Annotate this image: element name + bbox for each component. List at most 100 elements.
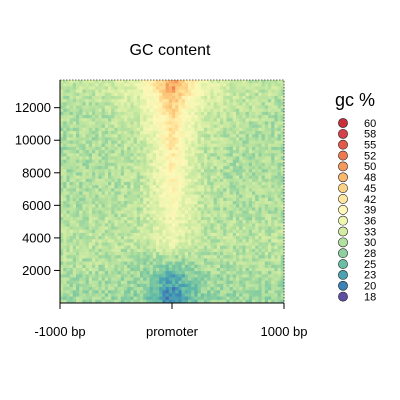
heatmap-cell <box>264 134 269 138</box>
heatmap-cell <box>108 137 112 141</box>
heatmap-cell <box>124 124 128 129</box>
heatmap-cell <box>255 258 259 262</box>
heatmap-cell <box>117 156 122 160</box>
heatmap-cell <box>120 229 125 234</box>
heatmap-cell <box>117 299 122 304</box>
heatmap-cell <box>66 80 70 84</box>
heatmap-cell <box>178 146 182 151</box>
heatmap-cell <box>252 261 256 266</box>
heatmap-cell <box>242 204 246 208</box>
heatmap-cell <box>236 99 240 103</box>
heatmap-cell <box>101 130 106 135</box>
heatmap-cell <box>85 130 90 135</box>
heatmap-cell <box>60 248 64 253</box>
heatmap-cell <box>274 236 278 240</box>
heatmap-cell <box>117 210 122 215</box>
heatmap-cell <box>130 159 134 164</box>
heatmap-cell <box>188 143 192 148</box>
heatmap-cell <box>72 267 77 272</box>
heatmap-cell <box>200 293 205 297</box>
heatmap-cell <box>133 105 138 110</box>
heatmap-cell <box>232 169 237 173</box>
heatmap-cell <box>197 86 202 90</box>
heatmap-cell <box>114 274 118 278</box>
heatmap-cell <box>200 245 205 250</box>
heatmap-cell <box>60 156 64 160</box>
heatmap-cell <box>255 245 259 250</box>
heatmap-cell <box>268 271 272 275</box>
heatmap-cell <box>92 95 96 100</box>
heatmap-cell <box>226 207 230 211</box>
heatmap-cell <box>146 181 150 186</box>
heatmap-cell <box>264 188 269 192</box>
heatmap-cell <box>207 242 211 247</box>
heatmap-cell <box>101 124 106 129</box>
heatmap-cell <box>268 143 272 148</box>
heatmap-cell <box>95 162 99 167</box>
heatmap-cell <box>236 236 240 240</box>
heatmap-cell <box>223 159 227 164</box>
heatmap-cell <box>76 140 80 145</box>
heatmap-cell <box>162 229 166 234</box>
heatmap-cell <box>197 134 202 138</box>
heatmap-cell <box>245 172 250 176</box>
heatmap-cell <box>162 175 166 180</box>
heatmap-cell <box>223 226 227 231</box>
heatmap-cell <box>66 111 70 116</box>
heatmap-cell <box>162 232 166 237</box>
heatmap-cell <box>216 201 221 205</box>
heatmap-cell <box>152 255 157 259</box>
heatmap-cell <box>274 134 278 138</box>
heatmap-cell <box>108 121 112 125</box>
heatmap-cell <box>207 283 211 288</box>
heatmap-cell <box>127 248 131 253</box>
heatmap-cell <box>149 108 154 113</box>
heatmap-cell <box>72 102 77 106</box>
heatmap-cell <box>261 255 266 259</box>
heatmap-cell <box>191 169 195 173</box>
heatmap-cell <box>127 105 131 110</box>
heatmap-cell <box>146 258 150 262</box>
heatmap-cell <box>213 229 218 234</box>
heatmap-cell <box>239 108 243 113</box>
heatmap-cell <box>66 252 70 256</box>
heatmap-cell <box>60 245 64 250</box>
heatmap-cell <box>188 261 192 266</box>
heatmap-cell <box>85 134 90 138</box>
heatmap-cell <box>232 172 237 176</box>
heatmap-cell <box>159 296 163 301</box>
heatmap-cell <box>175 213 179 218</box>
heatmap-cell <box>140 86 144 90</box>
heatmap-cell <box>146 185 150 189</box>
heatmap-cell <box>268 207 272 211</box>
heatmap-cell <box>143 207 147 211</box>
heatmap-cell <box>175 287 179 291</box>
heatmap-cell <box>114 267 118 272</box>
heatmap-cell <box>236 86 240 90</box>
heatmap-cell <box>248 210 253 215</box>
heatmap-cell <box>220 194 224 199</box>
heatmap-cell <box>92 83 96 87</box>
heatmap-cell <box>69 204 74 208</box>
heatmap-cell <box>165 140 170 145</box>
heatmap-cell <box>143 271 147 275</box>
heatmap-cell <box>66 213 70 218</box>
heatmap-cell <box>133 178 138 183</box>
heatmap-cell <box>79 210 83 215</box>
heatmap-cell <box>124 150 128 154</box>
heatmap-cell <box>136 178 141 183</box>
heatmap-cell <box>277 213 282 218</box>
heatmap-cell <box>232 95 237 100</box>
heatmap-cell <box>248 188 253 192</box>
heatmap-cell <box>143 252 147 256</box>
heatmap-cell <box>280 143 285 148</box>
heatmap-cell <box>258 121 262 125</box>
heatmap-cell <box>156 216 160 221</box>
heatmap-cell <box>236 143 240 148</box>
heatmap-cell <box>191 290 195 294</box>
heatmap-cell <box>108 172 112 176</box>
heatmap-cell <box>156 264 160 269</box>
heatmap-cell <box>181 105 186 110</box>
heatmap-cell <box>255 156 259 160</box>
heatmap-cell <box>143 111 147 116</box>
